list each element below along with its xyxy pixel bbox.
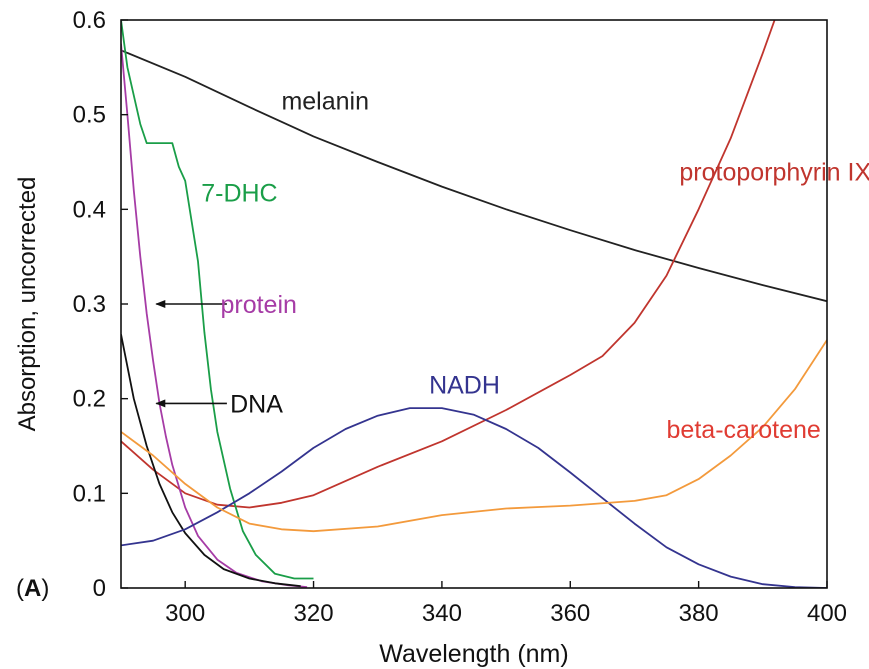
series-label-nadh: NADH: [429, 371, 500, 399]
panel-label: (A): [16, 575, 49, 602]
series-line-7-dhc: [121, 20, 314, 580]
series-label-melanin: melanin: [281, 87, 369, 115]
series-line-dna: [121, 334, 301, 587]
series-label-beta-carotene: beta-carotene: [667, 416, 821, 444]
y-tick-label: 0.2: [73, 386, 106, 413]
series-label-7-dhc: 7-DHC: [201, 179, 277, 207]
series-line-beta-carotene: [121, 339, 827, 533]
y-tick-label: 0.6: [73, 7, 106, 34]
series-line-protein: [121, 43, 308, 588]
series-label-protein: protein: [220, 291, 296, 319]
x-tick-label: 400: [807, 600, 847, 627]
y-tick-label: 0: [93, 575, 106, 602]
series-label-dna: DNA: [230, 390, 283, 418]
x-tick-label: 300: [165, 600, 205, 627]
series-line-protoporphyrin-ix: [121, 20, 776, 509]
panel-label-letter: A: [24, 575, 41, 602]
x-axis-label: Wavelength (nm): [379, 640, 568, 668]
y-tick-label: 0.5: [73, 102, 106, 129]
series-label-protoporphyrin-ix: protoporphyrin IX: [679, 158, 869, 186]
x-tick-label: 320: [294, 600, 334, 627]
x-tick-label: 380: [679, 600, 719, 627]
series-labels-layer: melanin protoporphyrin IX 7-DHC protein DNA N…: [155, 87, 869, 444]
y-axis-label: Absorption, uncorrected: [14, 177, 41, 432]
x-tick-label: 340: [422, 600, 462, 627]
y-tick-label: 0.4: [73, 196, 106, 223]
series-layer: [121, 20, 827, 588]
series-line-melanin: [121, 49, 827, 303]
ticks-layer: 300 320 340 360 380 400 0 0.1 0.2 0.3 0.4 0.5 0.6: [73, 7, 847, 627]
y-tick-label: 0.1: [73, 480, 106, 507]
x-tick-label: 360: [550, 600, 590, 627]
series-line-nadh: [121, 407, 827, 588]
y-tick-label: 0.3: [73, 291, 106, 318]
